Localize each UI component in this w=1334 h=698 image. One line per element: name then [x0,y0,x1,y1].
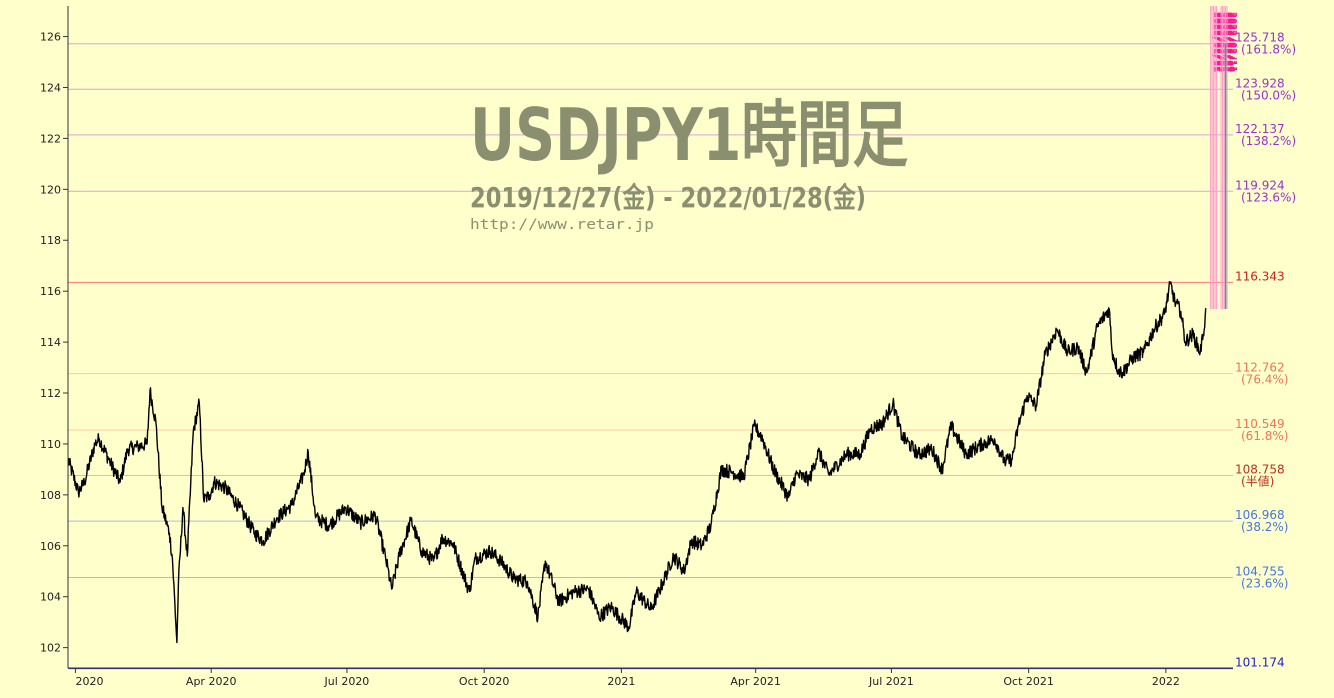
level-value-10: 101.174 [1235,656,1285,670]
x-tick-label-2: Jul 2020 [324,675,370,688]
x-tick-label-4: 2021 [607,675,635,688]
price-line-0 [67,281,1207,644]
level-ratio-8: (38.2%) [1241,520,1288,534]
y-tick-label-10: 122 [40,132,61,145]
date-marker-label-8: 2022/02/10 [1226,12,1237,72]
y-tick-label-5: 112 [40,387,61,400]
date-marker-label-9: 2022/02/11 [1227,12,1238,72]
level-value-8: 106.968 [1235,508,1285,522]
level-ratio-1: (150.0%) [1241,88,1296,102]
level-value-5: 112.762 [1235,361,1285,375]
level-ratio-5: (76.4%) [1241,373,1288,387]
date-marker-label-7: 2022/02/09 [1224,12,1235,72]
y-tick-label-1: 104 [40,591,61,604]
level-ratio-9: (23.6%) [1241,576,1288,590]
y-tick-label-6: 114 [40,336,61,349]
chart-title: USDJPY1時間足 [470,93,908,177]
price-series [67,281,1207,644]
level-value-1: 123.928 [1235,76,1285,90]
level-ratio-6: (61.8%) [1241,429,1288,443]
date-marker-label-6: 2022/02/08 [1223,12,1234,72]
level-value-2: 122.137 [1235,122,1285,136]
vertical-date-markers: 2022/01/312022/02/012022/02/022022/02/03… [1210,6,1238,309]
level-value-4: 116.343 [1235,269,1285,283]
y-tick-label-3: 108 [40,489,61,502]
x-tick-label-8: 2022 [1152,675,1180,688]
level-lines [68,43,1233,670]
level-value-0: 125.718 [1235,31,1285,45]
level-value-3: 119.924 [1235,178,1285,192]
date-marker-label-2: 2022/02/02 [1214,12,1225,72]
x-tick-label-1: Apr 2020 [186,675,237,688]
x-tick-label-0: 2020 [75,675,103,688]
level-value-7: 108.758 [1235,463,1285,477]
level-ratio-2: (138.2%) [1241,134,1296,148]
x-tick-label-6: Jul 2021 [868,675,914,688]
y-tick-label-2: 106 [40,540,61,553]
axes: 102 104 106 108 110 112 114 116 118 120 122 124 126 2… [40,6,1233,688]
y-tick-label-7: 116 [40,285,61,298]
y-tick-label-9: 120 [40,183,61,196]
x-tick-label-7: Oct 2021 [1003,675,1054,688]
y-tick-label-11: 124 [40,81,61,94]
level-labels: 125.718(161.8%) 123.928(150.0%) 122.137(13… [1235,31,1296,670]
y-tick-label-4: 110 [40,438,61,451]
source-url: http://www.retar.jp [470,217,654,233]
level-ratio-7: (半値) [1241,474,1274,489]
x-tick-label-5: Apr 2021 [730,675,781,688]
date-marker-label-1: 2022/02/01 [1212,12,1223,72]
y-tick-label-12: 126 [40,31,61,44]
level-ratio-3: (123.6%) [1241,190,1296,204]
y-tick-label-0: 102 [40,642,61,655]
level-value-6: 110.549 [1235,417,1285,431]
level-ratio-0: (161.8%) [1241,43,1296,57]
y-tick-label-8: 118 [40,234,61,247]
level-value-9: 104.755 [1235,564,1285,578]
chart-title-group: USDJPY1時間足 2019/12/27(金) - 2022/01/28(金)… [470,93,908,233]
x-tick-label-3: Oct 2020 [459,675,510,688]
chart-subtitle: 2019/12/27(金) - 2022/01/28(金) [470,181,866,214]
